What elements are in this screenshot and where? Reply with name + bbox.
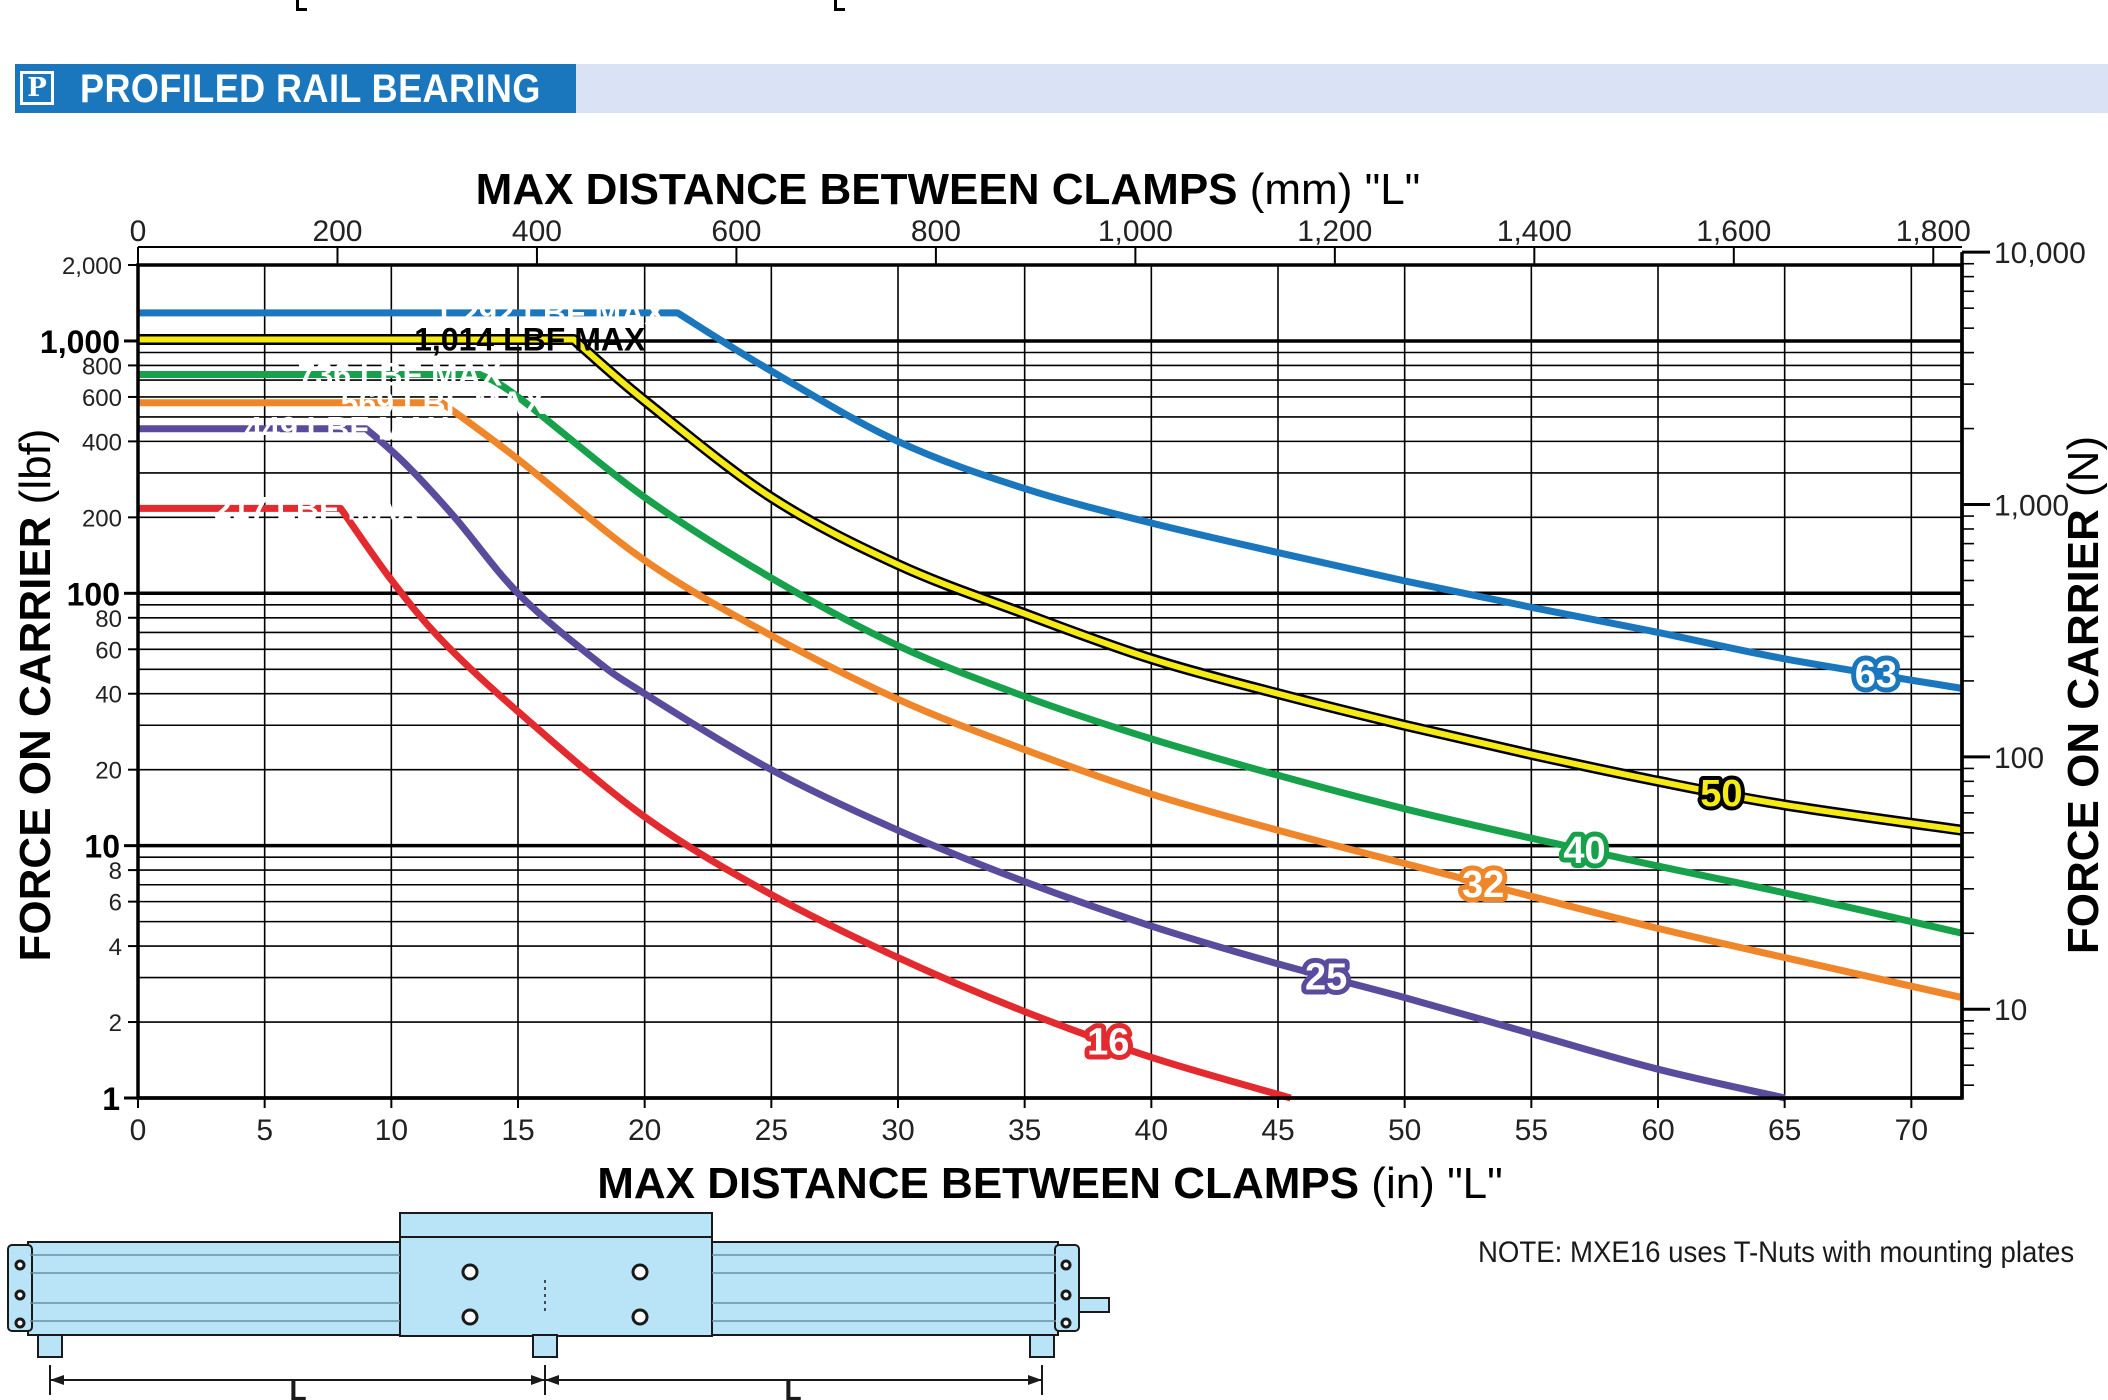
x-mm-tick-label: 800 [911,215,961,248]
chart-series [138,309,1963,1102]
carriage-top [399,1212,713,1238]
bracket-mark-left [296,0,307,11]
rail-carriage-diagram: L L [7,1212,1110,1400]
y-n-tick-label: 1,000 [1994,490,2069,523]
chart-axes: 0 5 10 15 20 25 30 35 40 45 50 55 60 65 70 0 200 400 600 80… [40,215,2086,1147]
x-in-tick-label: 35 [1008,1114,1041,1147]
chart-series-labels: 217 LBF MAX 16 449 LBF MAX 25 569 LBF MAX 32 7… [214,295,1902,1069]
x-in-tick-label: 60 [1641,1114,1674,1147]
x-in-tick-label: 55 [1515,1114,1548,1147]
y-lbf-minor-label: 400 [82,429,122,456]
series-name-63: 63 [1855,654,1897,696]
carriage [399,1236,713,1337]
x-mm-tick-label: 1,200 [1297,215,1372,248]
series-max-label-40: 736 LBF MAX [298,357,503,393]
foot-mid [532,1334,558,1358]
x-in-tick-label: 30 [881,1114,914,1147]
bottom-axis-title-text: MAX DISTANCE BETWEEN CLAMPS (in) "L" [597,1159,1503,1208]
end-cap-left [7,1244,33,1332]
dimension-label-right: L [784,1375,801,1400]
y-lbf-minor-label: 2 [109,1010,122,1037]
y-lbf-minor-label: 6 [109,890,122,917]
series-line-63 [138,309,1963,692]
x-in-tick-label: 5 [256,1114,273,1147]
x-in-tick-label: 20 [628,1114,661,1147]
series-max-label-25: 449 LBF MAX [244,411,449,447]
y-lbf-minor-label: 80 [95,606,122,633]
profiled-rail-icon: P [20,71,54,105]
y-lbf-minor-label: 2,000 [62,253,122,280]
top-axis-title: MAX DISTANCE BETWEEN CLAMPS (mm) "L" [476,165,1421,214]
y-n-tick-label: 100 [1994,742,2044,775]
y-lbf-minor-label: 800 [82,353,122,380]
x-in-tick-label: 45 [1261,1114,1294,1147]
x-in-tick-label: 65 [1768,1114,1801,1147]
series-max-label-50: 1,014 LBF MAX [414,321,646,357]
series-max-label-63: 1,292 LBF MAX [434,295,666,331]
section-title: PROFILED RAIL BEARING [80,67,541,111]
x-mm-tick-label: 1,400 [1497,215,1572,248]
series-max-label-16: 217 LBF MAX [214,490,419,526]
force-vs-distance-chart: 0 5 10 15 20 25 30 35 40 45 50 55 60 65 70 0 200 400 600 80… [11,165,2108,1147]
x-in-tick-label: 10 [375,1114,408,1147]
x-mm-tick-label: 0 [130,215,147,248]
y-lbf-major-label: 100 [67,576,120,612]
header-tab [15,64,576,113]
x-mm-tick-label: 1,600 [1696,215,1771,248]
x-mm-tick-label: 200 [312,215,362,248]
x-in-tick-label: 25 [755,1114,788,1147]
y-lbf-major-label: 10 [84,829,120,865]
y-lbf-minor-label: 8 [109,858,122,885]
y-lbf-major-label: 1,000 [40,324,120,360]
series-name-32: 32 [1462,864,1504,906]
series-name-50: 50 [1700,773,1742,815]
shaft [1078,1297,1110,1313]
y-lbf-minor-label: 40 [95,682,122,709]
x-mm-tick-label: 600 [711,215,761,248]
left-axis-title: FORCE ON CARRIER (lbf) [11,429,60,962]
series-max-label-32: 569 LBF MAX [341,385,546,421]
y-lbf-minor-label: 200 [82,505,122,532]
bottom-axis-title-wrapper: MAX DISTANCE BETWEEN CLAMPS (in) "L" [597,1159,1503,1208]
dimension-label-left: L [289,1375,306,1400]
y-lbf-minor-label: 60 [95,637,122,664]
y-lbf-minor-label: 600 [82,385,122,412]
x-in-tick-label: 70 [1895,1114,1928,1147]
x-in-tick-label: 50 [1388,1114,1421,1147]
x-in-tick-label: 40 [1135,1114,1168,1147]
series-name-25: 25 [1305,957,1347,999]
y-lbf-minor-label: 4 [109,934,122,961]
x-mm-tick-label: 400 [512,215,562,248]
note-text: NOTE: MXE16 uses T-Nuts with mounting pl… [1478,1236,2075,1269]
series-line-32 [138,399,1963,1002]
y-n-tick-label: 10,000 [1994,237,2086,270]
series-line-40 [138,371,1963,937]
x-in-tick-label: 15 [501,1114,534,1147]
foot-right [1029,1334,1055,1358]
right-axis-title: FORCE ON CARRIER (N) [2059,436,2108,954]
series-line-16 [138,504,1292,1102]
x-mm-tick-label: 1,800 [1896,215,1971,248]
series-name-40: 40 [1563,830,1605,872]
series-line-25 [138,425,1786,1102]
bracket-mark-right [834,0,845,11]
series-line-50 [138,336,1963,834]
y-n-tick-label: 10 [1994,994,2027,1027]
series-name-16: 16 [1087,1022,1129,1064]
x-in-tick-label: 0 [130,1114,147,1147]
y-lbf-minor-label: 20 [95,758,122,785]
x-mm-tick-label: 1,000 [1098,215,1173,248]
y-lbf-major-label: 1 [102,1081,120,1117]
foot-left [37,1334,63,1358]
